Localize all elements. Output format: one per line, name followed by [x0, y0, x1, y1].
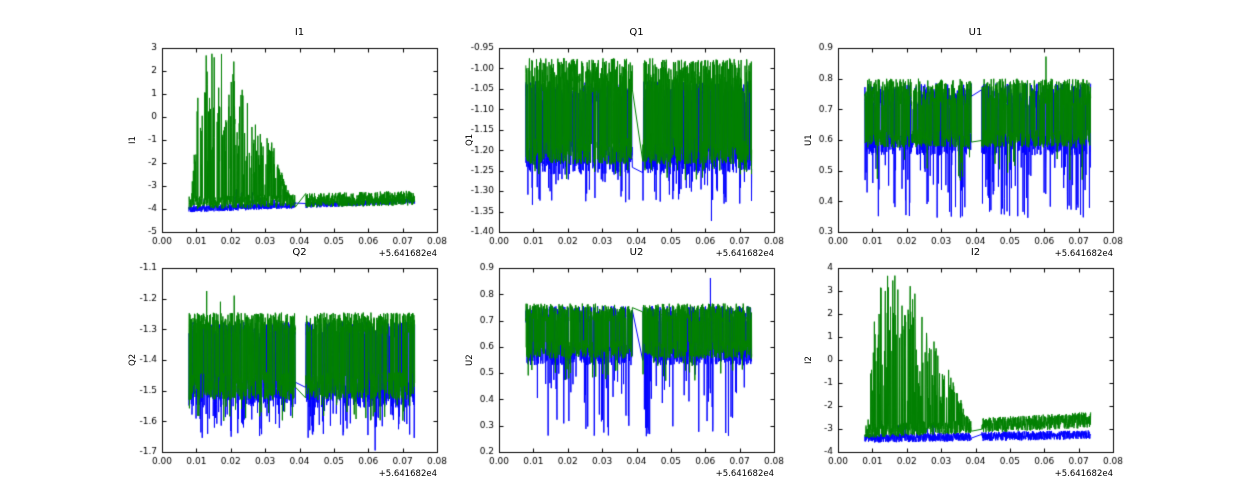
plot-canvas-q2: [112, 242, 449, 492]
plot-title-u2: U2: [629, 247, 644, 258]
y-axis-label-i1: I1: [128, 136, 138, 144]
subplot-q2: Q2 Q2 +5.641682e4: [112, 242, 449, 492]
subplot-u2: U2 U2 +5.641682e4: [449, 242, 786, 492]
y-axis-label-u2: U2: [465, 354, 475, 366]
plot-canvas-q1: [449, 22, 786, 272]
x-axis-offset-label: +5.641682e4: [715, 469, 774, 479]
plot-canvas-u2: [449, 242, 786, 492]
plot-title-u1: U1: [968, 27, 983, 38]
y-axis-label-i2: I2: [804, 356, 814, 364]
y-axis-label-q1: Q1: [465, 133, 475, 147]
plot-title-i2: I2: [970, 247, 981, 258]
x-axis-offset-label: +5.641682e4: [378, 469, 437, 479]
subplot-q1: Q1 Q1 +5.641682e4: [449, 22, 786, 272]
plot-canvas-u1: [788, 22, 1125, 272]
plot-canvas-i2: [788, 242, 1125, 492]
subplot-i1: I1 I1 +5.641682e4: [112, 22, 449, 272]
plot-title-i1: I1: [294, 27, 305, 38]
x-axis-offset-label: +5.641682e4: [1054, 469, 1113, 479]
plot-canvas-i1: [112, 22, 449, 272]
y-axis-label-u1: U1: [804, 134, 814, 146]
plot-title-q2: Q2: [292, 247, 307, 258]
y-axis-label-q2: Q2: [128, 353, 138, 367]
subplot-u1: U1 U1 +5.641682e4: [788, 22, 1125, 272]
plot-title-q1: Q1: [629, 27, 644, 38]
subplot-i2: I2 I2 +5.641682e4: [788, 242, 1125, 492]
